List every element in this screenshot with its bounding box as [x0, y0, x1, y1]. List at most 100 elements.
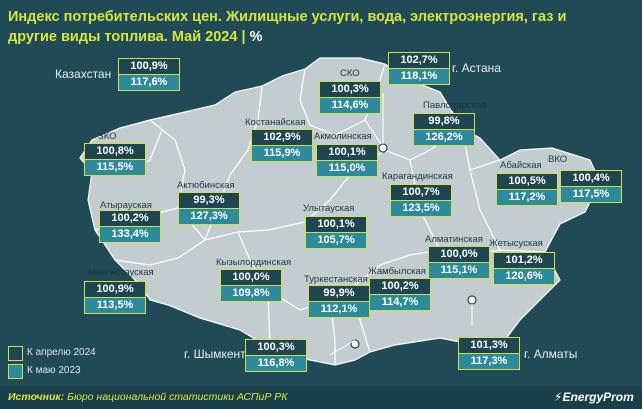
pavlodar-values: 99,8% 126,2%	[413, 113, 475, 146]
title-text: Индекс потребительских цен. Жилищные усл…	[8, 9, 567, 45]
kostanay-label: Костанайская	[245, 117, 306, 128]
akmola-apr: 100,1%	[317, 145, 377, 161]
atyrau-values: 100,2% 133,4%	[99, 210, 161, 243]
zhambyl-label: Жамбылская	[368, 266, 426, 277]
legend-may-label: К маю 2023	[27, 365, 81, 376]
zko-label: ЗКО	[98, 131, 117, 142]
almaty-region-apr: 100,0%	[429, 247, 489, 263]
sko-may: 114,6%	[320, 98, 380, 113]
logo-icon: ⚡	[554, 390, 563, 404]
turkestan-values: 99,9% 112,1%	[308, 285, 370, 318]
astana-label: г. Астана	[452, 61, 501, 75]
vko-values: 100,4% 117,5%	[560, 170, 622, 203]
shymkent-may: 116,8%	[246, 356, 306, 371]
kostanay-may: 115,9%	[252, 146, 312, 161]
akmola-values: 100,1% 115,0%	[316, 144, 378, 177]
chart-title: Индекс потребительских цен. Жилищные усл…	[8, 7, 568, 47]
almaty-may: 117,3%	[459, 354, 519, 369]
turkestan-may: 112,1%	[309, 302, 369, 317]
zko-may: 115,5%	[85, 160, 145, 175]
zhetysu-label: Жетысуская	[489, 238, 543, 249]
mangystau-label: Мангистауская	[88, 267, 154, 278]
source-prefix: Источник:	[8, 391, 65, 403]
kostanay-values: 102,9% 115,9%	[251, 129, 313, 162]
kazakhstan-apr: 100,9%	[119, 59, 179, 75]
zhetysu-values: 101,2% 120,6%	[493, 252, 555, 285]
kazakhstan-label: Казахстан	[55, 67, 112, 81]
shymkent-values: 100,3% 116,8%	[245, 339, 307, 372]
turkestan-apr: 99,9%	[309, 286, 369, 302]
vko-may: 117,5%	[561, 187, 621, 202]
zko-values: 100,8% 115,5%	[84, 143, 146, 176]
aktobe-values: 99,3% 127,3%	[178, 192, 240, 225]
abay-label: Абайская	[500, 160, 542, 171]
astana-values: 102,7% 118,1%	[388, 52, 450, 85]
title-unit: %	[249, 29, 263, 45]
abay-values: 100,5% 117,2%	[496, 173, 558, 206]
sko-values: 100,3% 114,6%	[319, 81, 381, 114]
mangystau-apr: 100,9%	[85, 282, 145, 298]
karaganda-may: 123,5%	[391, 201, 451, 216]
sko-label: СКО	[340, 68, 360, 79]
energyprom-logo: ⚡EnergyProm	[554, 390, 634, 404]
shymkent-label: г. Шымкент	[184, 347, 246, 361]
leader-lines	[329, 93, 473, 356]
almaty-label: г. Алматы	[524, 347, 578, 361]
shymkent-apr: 100,3%	[246, 340, 306, 356]
turkestan-label: Туркестанская	[304, 274, 368, 285]
zhambyl-may: 114,7%	[370, 295, 430, 310]
ulytau-label: Улытауская	[303, 203, 355, 214]
akmola-label: Акмолинская	[314, 131, 372, 142]
sko-apr: 100,3%	[320, 82, 380, 98]
source-text: Бюро национальной статистики АСПиР РК	[67, 391, 288, 403]
legend-apr-swatch	[8, 346, 23, 361]
zhetysu-may: 120,6%	[494, 269, 554, 284]
title-separator: |	[241, 29, 246, 45]
abay-may: 117,2%	[497, 190, 557, 205]
atyrau-label: Атырауская	[100, 200, 152, 211]
karaganda-label: Карагандинская	[382, 171, 453, 182]
footer-bar	[0, 386, 642, 409]
kyzylorda-may: 109,8%	[221, 286, 281, 301]
almaty-marker	[467, 295, 477, 305]
aktobe-label: Актюбинская	[177, 180, 235, 191]
vko-label: ВКО	[548, 154, 568, 165]
mangystau-may: 113,5%	[85, 298, 145, 313]
kyzylorda-label: Кызылординская	[216, 257, 292, 268]
almaty-region-may: 115,1%	[429, 263, 489, 278]
aktobe-may: 127,3%	[179, 209, 239, 224]
pavlodar-may: 126,2%	[414, 130, 474, 145]
almaty-region-label: Алматинская	[425, 234, 483, 245]
akmola-may: 115,0%	[317, 161, 377, 176]
ulytau-may: 105,7%	[306, 233, 366, 248]
zko-apr: 100,8%	[85, 144, 145, 160]
zhambyl-values: 100,2% 114,7%	[369, 278, 431, 311]
source-note: Источник: Бюро национальной статистики А…	[8, 391, 287, 403]
almaty-apr: 101,3%	[459, 338, 519, 354]
karaganda-apr: 100,7%	[391, 185, 451, 201]
zhambyl-apr: 100,2%	[370, 279, 430, 295]
astana-marker	[378, 143, 388, 153]
pavlodar-label: Павлодарская	[423, 100, 487, 111]
kazakhstan-values: 100,9% 117,6%	[118, 58, 180, 91]
kyzylorda-values: 100,0% 109,8%	[220, 269, 282, 302]
legend-may-swatch	[8, 364, 23, 379]
vko-apr: 100,4%	[561, 171, 621, 187]
karaganda-values: 100,7% 123,5%	[390, 184, 452, 217]
kyzylorda-apr: 100,0%	[221, 270, 281, 286]
legend-apr-label: К апрелю 2024	[27, 347, 96, 358]
mangystau-values: 100,9% 113,5%	[84, 281, 146, 314]
almaty-region-values: 100,0% 115,1%	[428, 246, 490, 279]
zhetysu-apr: 101,2%	[494, 253, 554, 269]
abay-apr: 100,5%	[497, 174, 557, 190]
kostanay-apr: 102,9%	[252, 130, 312, 146]
kazakhstan-may: 117,6%	[119, 75, 179, 90]
atyrau-apr: 100,2%	[100, 211, 160, 227]
ulytau-values: 100,1% 105,7%	[305, 216, 367, 249]
ulytau-apr: 100,1%	[306, 217, 366, 233]
astana-may: 118,1%	[389, 69, 449, 84]
pavlodar-apr: 99,8%	[414, 114, 474, 130]
astana-apr: 102,7%	[389, 53, 449, 69]
atyrau-may: 133,4%	[100, 227, 160, 242]
aktobe-apr: 99,3%	[179, 193, 239, 209]
